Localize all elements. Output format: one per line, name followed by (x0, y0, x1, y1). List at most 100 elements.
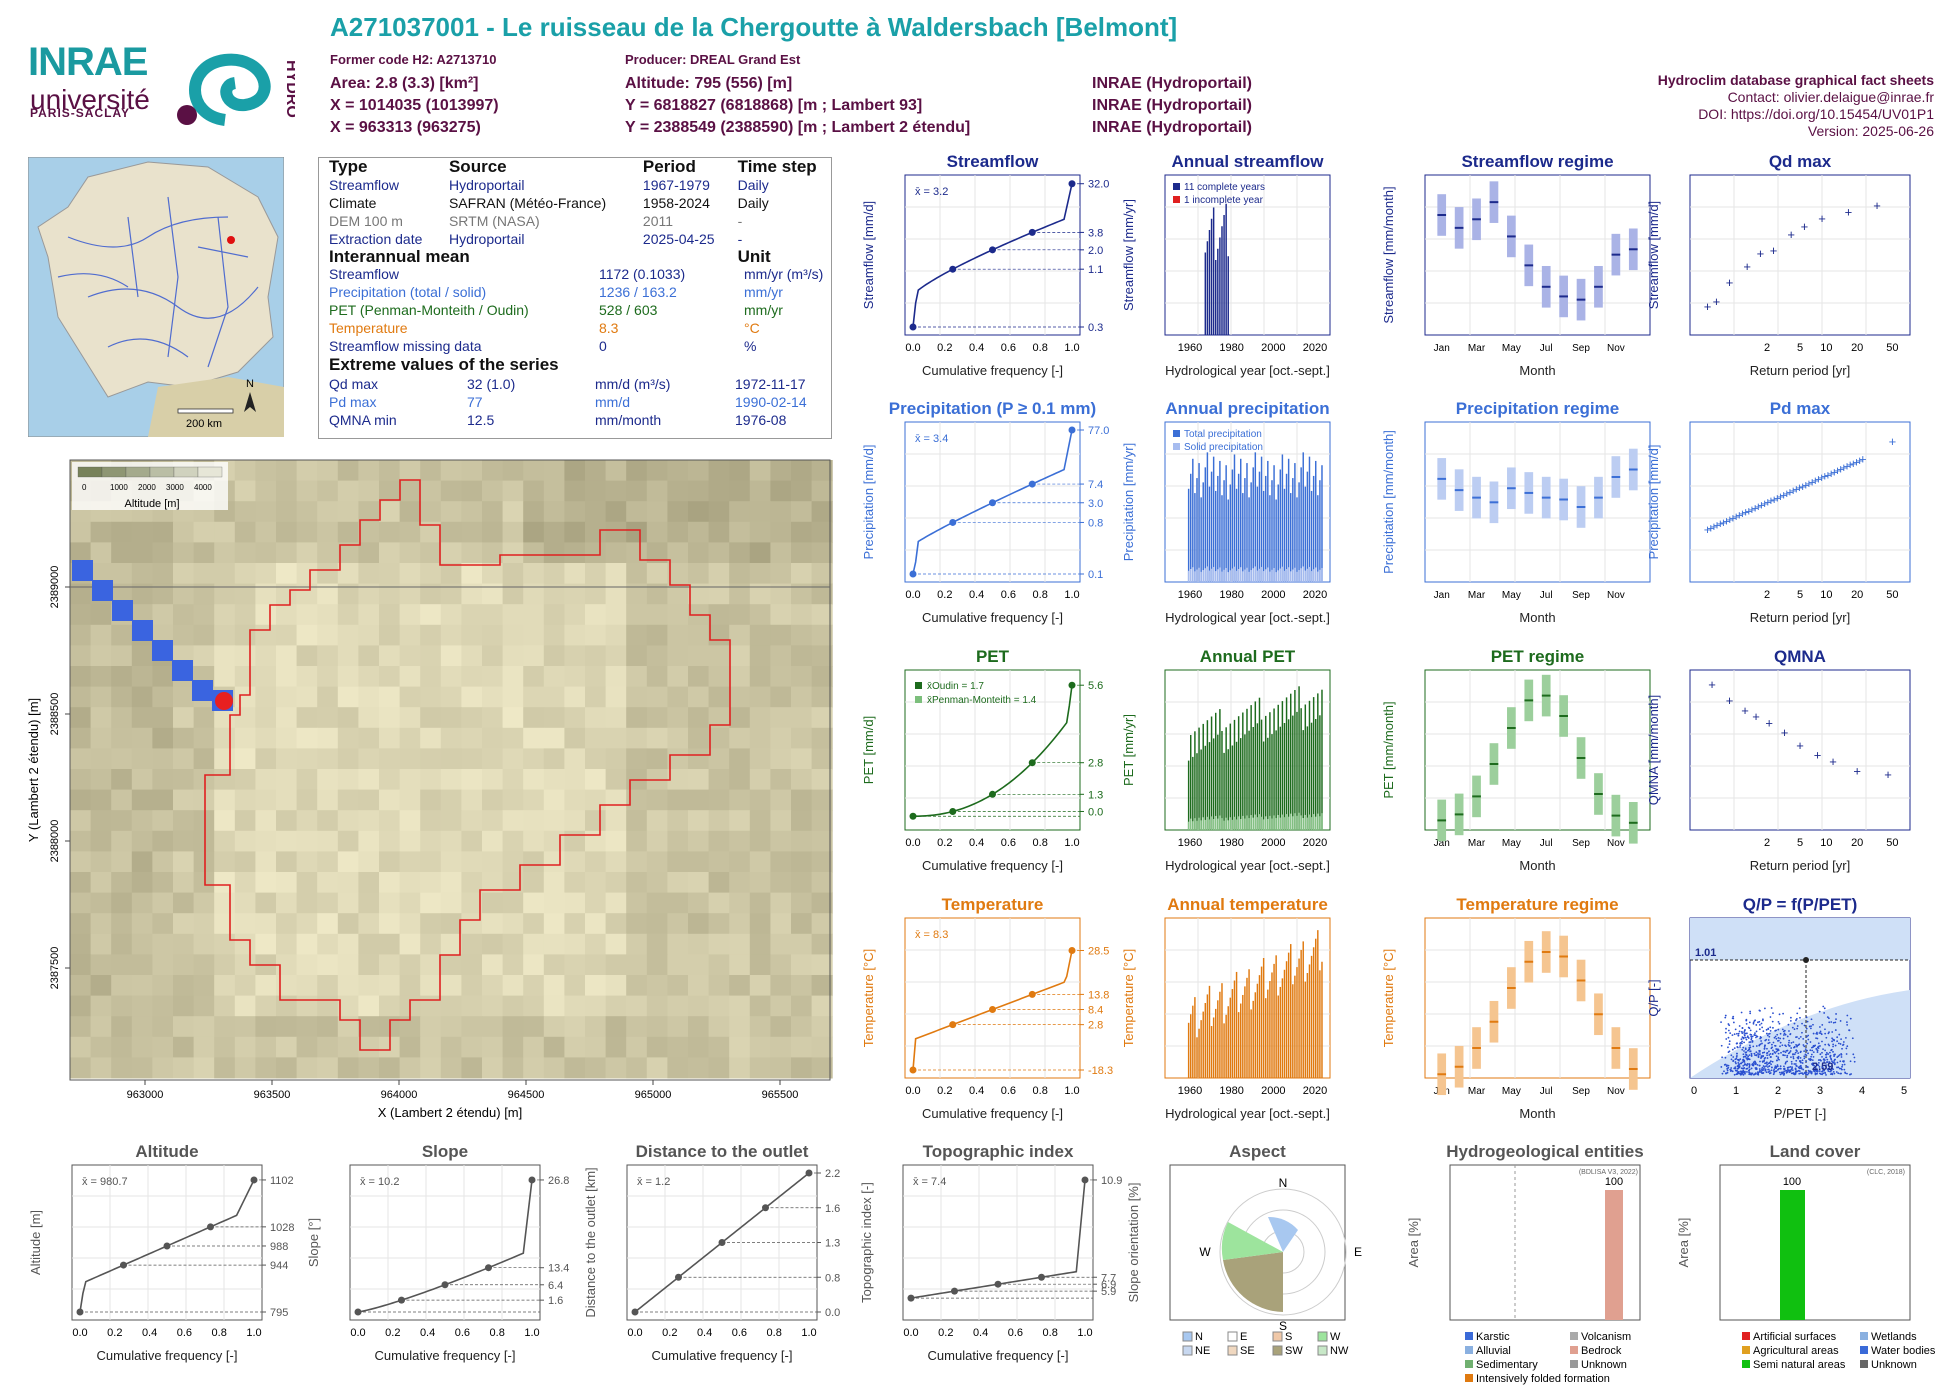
hydrogeo-source: (BDLISA V3, 2022) (1579, 1169, 1638, 1176)
annual_precipitation-bar (1227, 499, 1229, 582)
distance-right-label: 1.6 (825, 1203, 840, 1215)
annual_precipitation-bar (1310, 490, 1313, 582)
landcover-legend: Artificial surfaces (1753, 1331, 1837, 1343)
river-cell (192, 680, 213, 701)
precipitation-xlabel: Cumulative frequency [-] (922, 610, 1063, 625)
france-map: 200 km N (28, 157, 284, 437)
annual_precipitation-ylabel: Precipitation [mm/yr] (1121, 443, 1136, 561)
table-row: QMNA min 12.5 mm/month 1976-08 (329, 412, 787, 428)
pd_max-point: + (1846, 457, 1854, 472)
precipitation_regime-month-label: Jan (1434, 590, 1450, 601)
annual_pet-bar (1240, 738, 1242, 830)
catchment-ylabel: Y (Lambert 2 étendu) [m] (26, 698, 41, 842)
qd_max-point: + (1787, 227, 1795, 242)
temperature-xtick: 0.4 (969, 1085, 984, 1097)
annual_precipitation-bar (1252, 467, 1254, 582)
annual_temperature-bar (1198, 1028, 1200, 1078)
aspect-sw-sector (1223, 1252, 1283, 1312)
aspect-legend: W (1330, 1331, 1341, 1343)
catchment-xtick: 963000 (127, 1089, 164, 1101)
qp-title: Q/P = f(P/PET) (1743, 895, 1857, 914)
pd_max-point: + (1713, 518, 1721, 533)
distance-title: Distance to the outlet (636, 1142, 809, 1161)
streamflow_regime-month-label: Sep (1572, 343, 1590, 354)
annual_precipitation-bar (1242, 493, 1244, 582)
annual_precipitation-bar (1229, 484, 1232, 582)
temperature_regime-month-label: Mar (1468, 1086, 1486, 1097)
annual_pet-bar (1317, 693, 1319, 830)
annual_temperature-bar (1271, 972, 1273, 1078)
pd_max-title: Pd max (1770, 399, 1831, 418)
qd_max-xtick: 20 (1851, 342, 1863, 354)
pd_max-point: + (1853, 454, 1861, 469)
annual_precipitation-bar (1256, 486, 1259, 582)
annual_streamflow-legend: 1 incomplete year (1184, 195, 1264, 206)
streamflow_regime-ylabel: Streamflow [mm/month] (1381, 186, 1396, 323)
annual_precipitation-bar (1190, 473, 1192, 582)
factsheet-info: Hydroclim database graphical fact sheets… (1658, 72, 1934, 140)
pet-title: PET (976, 647, 1010, 666)
precipitation_regime-title: Precipitation regime (1456, 399, 1619, 418)
annual_pet-xtick: 1980 (1219, 837, 1243, 849)
annual_precipitation-bar (1290, 493, 1292, 582)
pd_max-point: + (1761, 496, 1769, 511)
distance-right-label: 2.2 (825, 1168, 840, 1180)
annual_pet-bar (1223, 752, 1225, 830)
annual_pet-bar (1308, 700, 1311, 830)
annual_pet-bar (1187, 760, 1190, 830)
pet_regime-month-label: Nov (1607, 838, 1625, 849)
temperature_regime-ylabel: Temperature [°C] (1381, 949, 1396, 1047)
qp-xtick: 1 (1733, 1085, 1739, 1097)
annual_pet-bar (1306, 726, 1309, 830)
annual_pet-bar (1229, 723, 1232, 830)
annual_streamflow-ylabel: Streamflow [mm/yr] (1121, 199, 1136, 311)
annual_temperature-bar (1233, 980, 1236, 1078)
streamflow-right-label: 3.8 (1088, 227, 1103, 239)
y-lambert93: Y = 6818827 (6818868) [m ; Lambert 93] (625, 97, 923, 114)
annual_temperature-bar (1235, 971, 1238, 1078)
annual_temperature-bar (1210, 1026, 1213, 1078)
annual_pet-bar (1202, 723, 1204, 830)
hydrogeo-legend: Alluvial (1476, 1345, 1511, 1357)
qd_max-xtick: 5 (1797, 342, 1803, 354)
topo-chart: Topographic index Cumulative frequency [-… (859, 1142, 1122, 1363)
landcover-legend: Wetlands (1871, 1331, 1917, 1343)
catchment-xtick: 964500 (508, 1089, 545, 1101)
qd_max-xtick: 50 (1886, 342, 1898, 354)
altitude-xtick: 1.0 (246, 1327, 261, 1339)
streamflow-xtick: 0.8 (1033, 342, 1048, 354)
annual_pet-bar (1248, 730, 1250, 830)
streamflow-right-label: 1.1 (1088, 264, 1103, 276)
annual_streamflow-xlabel: Hydrological year [oct.-sept.] (1165, 363, 1330, 378)
topo-xlabel: Cumulative frequency [-] (928, 1348, 1069, 1363)
pd_max-point: + (1745, 503, 1753, 518)
legend-tick: 3000 (166, 483, 184, 492)
annual_temperature-bar (1290, 944, 1292, 1078)
annual_precipitation-bar (1319, 480, 1321, 582)
annual_pet-xlabel: Hydrological year [oct.-sept.] (1165, 858, 1330, 873)
pd_max-point: + (1802, 477, 1810, 492)
annual_pet-bar (1283, 723, 1286, 830)
topo-xtick: 0.8 (1043, 1327, 1058, 1339)
annual_pet-bar (1302, 730, 1304, 830)
aspect-direction: N (1279, 1176, 1288, 1190)
annual_pet-bar (1321, 689, 1323, 830)
temperature-right-label: 13.8 (1088, 989, 1109, 1001)
table-row: Precipitation (total / solid) 1236 / 163.… (329, 284, 783, 300)
qd_max-point: + (1818, 211, 1826, 226)
altitude-xtick: 0.4 (142, 1327, 157, 1339)
temperature_regime-month-label: May (1502, 1086, 1521, 1097)
annual_temperature-bar (1194, 997, 1196, 1078)
legend-tick: 1000 (110, 483, 128, 492)
qd_max-xtick: 10 (1820, 342, 1832, 354)
annual_temperature-bar (1298, 958, 1300, 1078)
annual_temperature-bar (1281, 978, 1284, 1078)
annual_pet-bar (1221, 731, 1223, 830)
hydrogeo-bar (1605, 1190, 1623, 1320)
distance-xtick: 0.4 (697, 1327, 712, 1339)
annual_pet-bar (1277, 704, 1279, 830)
topo-right-label: 6.9 (1101, 1279, 1116, 1291)
qd_max-title: Qd max (1769, 152, 1832, 171)
annual_temperature-bar (1269, 981, 1271, 1078)
pd_max-xtick: 10 (1820, 589, 1832, 601)
